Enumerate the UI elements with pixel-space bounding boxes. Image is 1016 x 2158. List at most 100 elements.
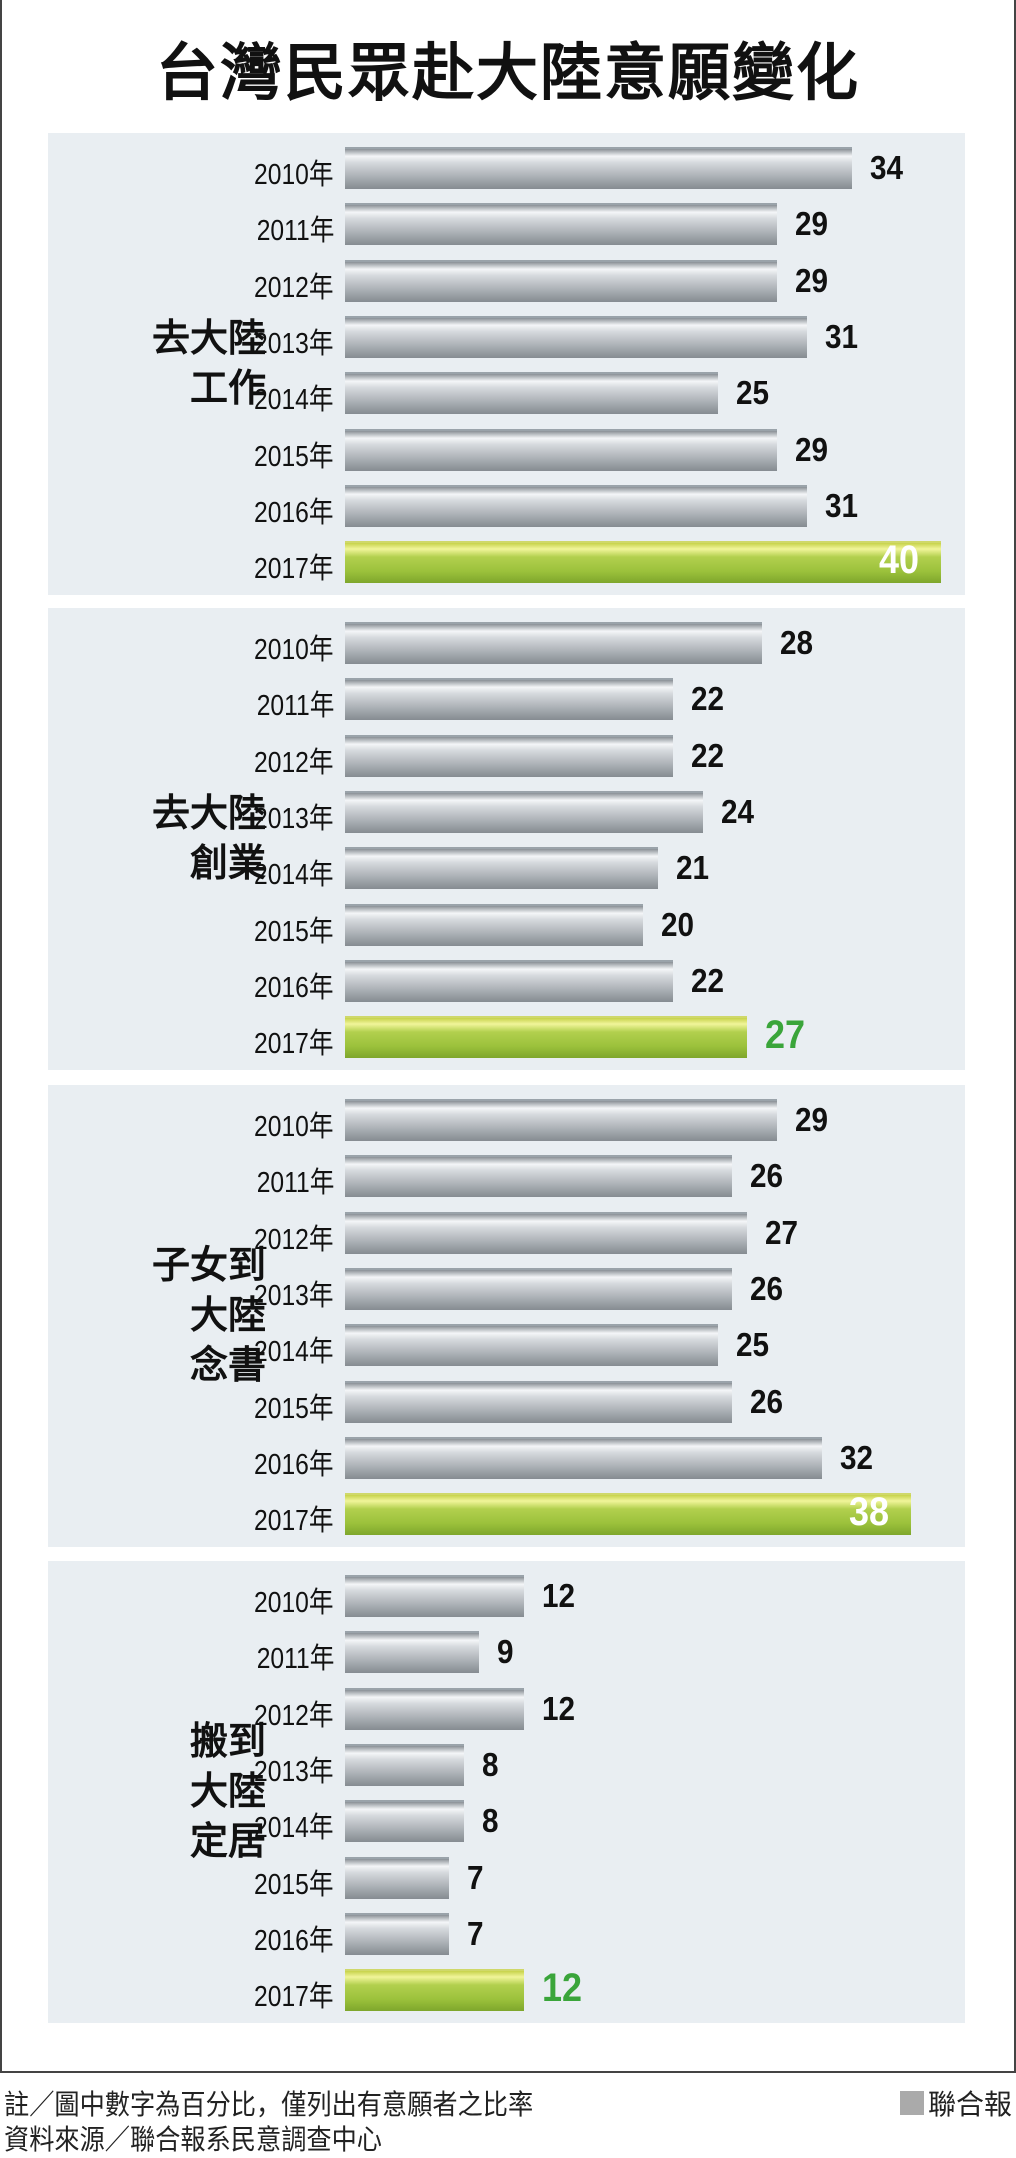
bar-row: 2016年 31 — [48, 484, 965, 529]
bar-row: 2015年 7 — [48, 1856, 965, 1901]
value-label: 38 — [849, 1490, 890, 1535]
brand: 聯合報 — [899, 2083, 1012, 2123]
value-label: 29 — [795, 1101, 829, 1138]
bar — [345, 315, 807, 358]
year-label: 2010年 — [254, 1587, 334, 1619]
year-label: 2015年 — [254, 915, 334, 948]
value-label: 22 — [690, 736, 724, 774]
bar — [345, 428, 778, 471]
bar — [345, 1743, 465, 1786]
value-label: 8 — [482, 1802, 499, 1840]
value-label: 31 — [824, 317, 858, 355]
year-label: 2014年 — [254, 384, 334, 417]
value-label: 24 — [720, 792, 754, 830]
value-label: 40 — [879, 538, 920, 583]
bar-row: 2015年 29 — [48, 428, 965, 473]
series-label: 搬到 大陸 定居 — [76, 1717, 266, 1867]
value-label: 31 — [824, 486, 858, 524]
year-label: 2012年 — [254, 1223, 334, 1256]
bar — [345, 1912, 450, 1955]
bar-row: 2016年 32 — [48, 1436, 965, 1481]
year-label: 2010年 — [254, 1111, 334, 1143]
value-label: 26 — [750, 1382, 784, 1420]
series-label-line: 大陸 — [189, 1295, 266, 1337]
bar-row: 2011年 26 — [48, 1155, 965, 1199]
bar-row: 2013年 8 — [48, 1743, 965, 1788]
bar — [345, 790, 703, 833]
year-label: 2013年 — [254, 1279, 334, 1312]
bar — [345, 678, 673, 721]
bar-row: 2012年 12 — [48, 1687, 965, 1732]
value-label: 9 — [497, 1633, 514, 1671]
bar — [345, 1856, 450, 1899]
bar-row: 2010年 34 — [48, 147, 965, 191]
year-label: 2011年 — [256, 215, 334, 248]
series-label-line: 定居 — [189, 1821, 266, 1863]
bar-row: 2014年 21 — [48, 847, 965, 891]
bar-row: 2017年 38 — [48, 1490, 965, 1537]
bar-row: 2017年 40 — [48, 538, 965, 585]
bar-row: 2017年 12 — [48, 1966, 965, 2013]
bar — [345, 1267, 733, 1310]
value-label: 27 — [765, 1013, 806, 1058]
bar — [345, 1324, 718, 1367]
value-label: 32 — [839, 1438, 873, 1476]
year-label: 2015年 — [254, 1392, 334, 1425]
value-label: 7 — [467, 1858, 484, 1896]
year-label: 2015年 — [254, 1868, 334, 1901]
bar-highlight — [345, 541, 941, 584]
bar-row: 2011年 22 — [48, 678, 965, 722]
panel-series-1: 去大陸 創業 2010年 28 2011年 22 2012年 22 2013年 24 2014年 21… — [48, 608, 965, 1070]
year-label: 2011年 — [256, 1167, 334, 1200]
bar-row: 2012年 29 — [48, 259, 965, 304]
bar-row: 2012年 22 — [48, 734, 965, 779]
series-label: 去大陸 工作 — [76, 314, 266, 414]
bar — [345, 959, 673, 1002]
year-label: 2017年 — [254, 1505, 334, 1538]
series-label-line: 去大陸 — [151, 793, 266, 835]
bar-row: 2010年 28 — [48, 622, 965, 666]
bar-row: 2012年 27 — [48, 1211, 965, 1256]
value-label: 29 — [795, 205, 829, 243]
year-label: 2013年 — [254, 802, 334, 835]
year-label: 2011年 — [256, 690, 334, 723]
bar — [345, 372, 718, 415]
bar — [345, 1575, 524, 1617]
bar-row: 2014年 25 — [48, 372, 965, 416]
bar-highlight — [345, 1969, 524, 2012]
bar-row: 2016年 7 — [48, 1912, 965, 1957]
bar-highlight — [345, 1493, 912, 1536]
bar — [345, 484, 807, 527]
year-label: 2016年 — [254, 496, 334, 529]
series-label-line: 大陸 — [189, 1771, 266, 1813]
year-label: 2017年 — [254, 1028, 334, 1061]
bar-row: 2011年 29 — [48, 203, 965, 247]
brand-name: 聯合報 — [927, 2089, 1012, 2120]
value-label: 7 — [467, 1914, 484, 1952]
panel-series-2: 子女到 大陸 念書 2010年 29 2011年 26 2012年 27 2013年 26 2014年… — [48, 1085, 965, 1547]
value-label: 25 — [735, 1326, 769, 1364]
bar-row: 2013年 24 — [48, 790, 965, 835]
bar-row: 2015年 26 — [48, 1380, 965, 1425]
bar-row: 2011年 9 — [48, 1631, 965, 1675]
year-label: 2013年 — [254, 327, 334, 360]
series-label-line: 創業 — [189, 843, 266, 885]
year-label: 2014年 — [254, 1812, 334, 1845]
value-label: 25 — [735, 374, 769, 412]
value-label: 26 — [750, 1157, 784, 1195]
panel-series-3: 搬到 大陸 定居 2010年 12 2011年 9 2012年 12 2013年 8 2014年 8 20… — [48, 1561, 965, 2023]
series-label: 去大陸創業 — [76, 789, 266, 889]
bar-highlight — [345, 1016, 748, 1059]
bar-row: 2013年 26 — [48, 1267, 965, 1312]
value-label: 8 — [482, 1745, 499, 1783]
value-label: 12 — [541, 1966, 582, 2011]
panel-series-0: 去大陸 工作 2010年 34 2011年 29 2012年 29 2013年 31 2014年 25… — [48, 133, 965, 595]
year-label: 2012年 — [254, 1699, 334, 1732]
bar — [345, 1631, 480, 1674]
year-label: 2011年 — [256, 1643, 334, 1676]
value-label: 20 — [661, 905, 695, 943]
source-note: 資料來源／聯合報系民意調查中心 — [4, 2124, 383, 2155]
bar — [345, 259, 778, 302]
bar — [345, 203, 778, 246]
value-label: 28 — [780, 624, 814, 661]
